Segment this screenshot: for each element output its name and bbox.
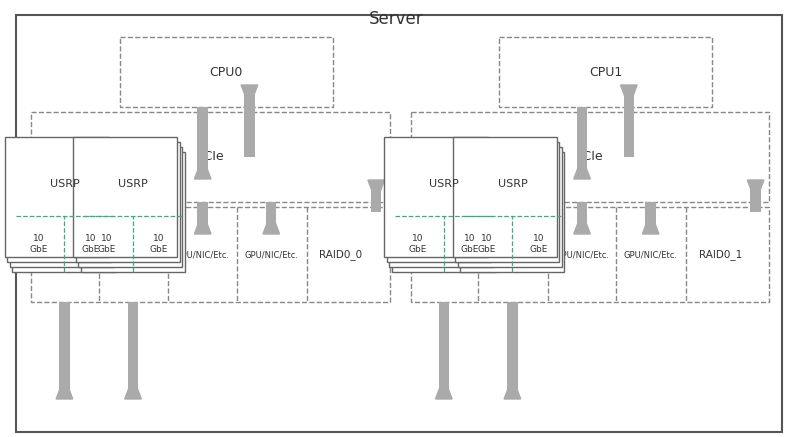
Bar — [460, 152, 565, 272]
Polygon shape — [504, 212, 520, 234]
Bar — [577, 202, 587, 234]
Polygon shape — [56, 212, 73, 234]
Bar — [392, 152, 496, 272]
Polygon shape — [436, 377, 452, 399]
Bar — [128, 202, 139, 234]
Text: 10
GbE: 10 GbE — [409, 234, 427, 253]
Text: Server: Server — [369, 10, 423, 28]
Text: 10
GbE: 10 GbE — [461, 234, 479, 253]
Polygon shape — [504, 377, 520, 399]
Bar — [386, 142, 490, 262]
Bar — [78, 147, 182, 267]
Bar — [7, 142, 111, 262]
Bar — [197, 107, 208, 179]
Polygon shape — [56, 377, 73, 399]
Bar — [371, 180, 382, 212]
Bar — [266, 202, 276, 234]
Bar — [5, 137, 109, 257]
Text: 10
GbE: 10 GbE — [29, 234, 48, 253]
Text: GPU/NIC/Etc.: GPU/NIC/Etc. — [244, 250, 299, 260]
Polygon shape — [194, 212, 211, 234]
Text: NIC0_1: NIC0_1 — [115, 250, 151, 260]
Polygon shape — [124, 212, 141, 234]
Text: USRP: USRP — [118, 179, 148, 189]
Bar — [507, 202, 518, 234]
Text: CPU0: CPU0 — [209, 66, 243, 79]
Text: USRP: USRP — [497, 179, 527, 189]
Polygon shape — [573, 157, 590, 179]
Bar — [10, 147, 114, 267]
Polygon shape — [241, 85, 257, 107]
Text: NIC1_0: NIC1_0 — [425, 250, 462, 260]
Bar — [439, 302, 449, 399]
Bar — [458, 147, 562, 267]
Bar — [13, 152, 116, 272]
Polygon shape — [748, 180, 764, 202]
Text: 10
GbE: 10 GbE — [478, 234, 496, 253]
Bar — [384, 137, 488, 257]
Polygon shape — [573, 212, 590, 234]
Bar — [389, 147, 493, 267]
Bar — [76, 142, 180, 262]
Text: PCIe: PCIe — [196, 150, 224, 163]
Bar — [507, 302, 518, 399]
Bar — [410, 112, 769, 202]
Bar — [74, 137, 177, 257]
Text: CPU1: CPU1 — [588, 66, 622, 79]
Bar — [453, 137, 557, 257]
Polygon shape — [436, 212, 452, 234]
Polygon shape — [194, 157, 211, 179]
Polygon shape — [263, 212, 280, 234]
Bar — [81, 152, 185, 272]
Polygon shape — [124, 377, 141, 399]
Bar — [59, 202, 70, 234]
Bar — [577, 107, 587, 179]
Bar — [751, 180, 761, 212]
Bar — [455, 142, 559, 262]
Text: GPU/NIC/Etc.: GPU/NIC/Etc. — [176, 250, 230, 260]
Text: 10
GbE: 10 GbE — [82, 234, 100, 253]
Text: USRP: USRP — [429, 179, 459, 189]
Bar — [31, 112, 390, 202]
Bar — [244, 85, 255, 157]
Text: 10
GbE: 10 GbE — [529, 234, 547, 253]
Text: NIC1_1: NIC1_1 — [494, 250, 531, 260]
Text: PCIe: PCIe — [576, 150, 604, 163]
Bar — [197, 202, 208, 234]
Bar — [410, 207, 769, 302]
Polygon shape — [642, 212, 659, 234]
Text: RAID0_1: RAID0_1 — [699, 250, 742, 260]
Text: 10
GbE: 10 GbE — [98, 234, 116, 253]
Text: GPU/NIC/Etc.: GPU/NIC/Etc. — [555, 250, 609, 260]
Bar — [128, 302, 139, 399]
Text: RAID0_0: RAID0_0 — [319, 250, 363, 260]
Bar — [439, 202, 449, 234]
Text: 10
GbE: 10 GbE — [150, 234, 168, 253]
Text: GPU/NIC/Etc.: GPU/NIC/Etc. — [623, 250, 678, 260]
Text: USRP: USRP — [50, 179, 79, 189]
Bar — [623, 85, 634, 157]
Bar — [59, 302, 70, 399]
Bar — [499, 37, 712, 107]
Polygon shape — [620, 85, 637, 107]
Polygon shape — [368, 180, 385, 202]
Text: NIC0_0: NIC0_0 — [46, 250, 82, 260]
Bar — [31, 207, 390, 302]
Bar — [120, 37, 333, 107]
Bar — [645, 202, 656, 234]
